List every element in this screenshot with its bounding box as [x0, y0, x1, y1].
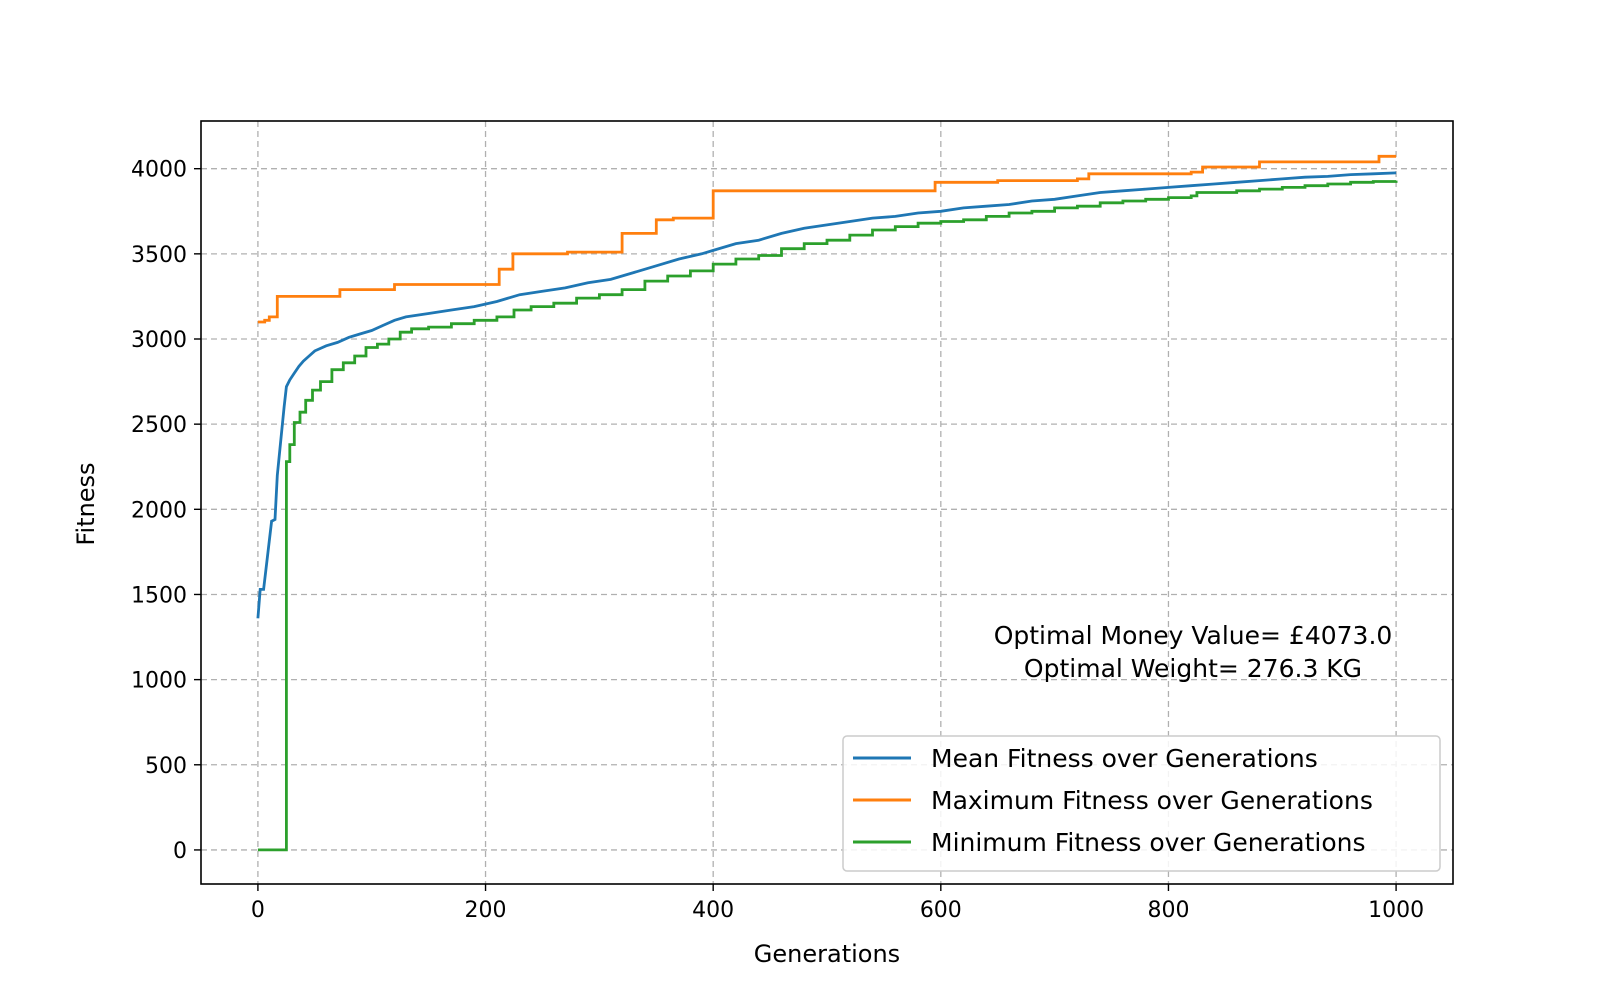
legend-entry-maximum: Maximum Fitness over Generations — [931, 786, 1373, 815]
x-axis-label: Generations — [754, 940, 900, 968]
legend-box — [842, 735, 1441, 872]
y-tick-label: 2000 — [131, 498, 187, 523]
y-tick-label: 0 — [173, 839, 187, 864]
x-tick-label: 600 — [920, 898, 962, 923]
legend-entry-minimum: Minimum Fitness over Generations — [931, 828, 1366, 857]
y-axis-label: Fitness — [72, 462, 100, 545]
y-tick-label: 500 — [145, 754, 187, 779]
y-axis: 0 500 1000 1500 2000 2500 3000 3500 4000 — [131, 158, 201, 864]
plot-frame — [200, 120, 1454, 885]
x-axis: 0 200 400 600 800 1000 — [251, 884, 1424, 923]
legend: Mean Fitness over Generations Maximum Fit… — [842, 735, 1441, 872]
series-line-minimum-fitness — [257, 180, 1398, 852]
y-tick-label: 2500 — [131, 413, 187, 438]
x-tick-label: 0 — [251, 898, 265, 923]
annotation-optimal-weight: Optimal Weight= 276.3 KG — [1024, 654, 1362, 683]
y-tick-label: 4000 — [131, 158, 187, 183]
y-tick-label: 1000 — [131, 669, 187, 694]
y-tick-label: 3000 — [131, 328, 187, 353]
x-tick-label: 800 — [1147, 898, 1189, 923]
series-line-maximum-fitness — [257, 154, 1397, 324]
x-tick-label: 1000 — [1368, 898, 1424, 923]
legend-entry-mean: Mean Fitness over Generations — [931, 744, 1318, 773]
y-tick-label: 1500 — [131, 583, 187, 608]
x-tick-label: 200 — [465, 898, 507, 923]
x-tick-label: 400 — [692, 898, 734, 923]
series-line-mean-fitness — [256, 171, 1397, 619]
series-layer — [256, 154, 1398, 852]
y-tick-label: 3500 — [131, 243, 187, 268]
annotation-optimal-money: Optimal Money Value= £4073.0 — [994, 621, 1393, 650]
